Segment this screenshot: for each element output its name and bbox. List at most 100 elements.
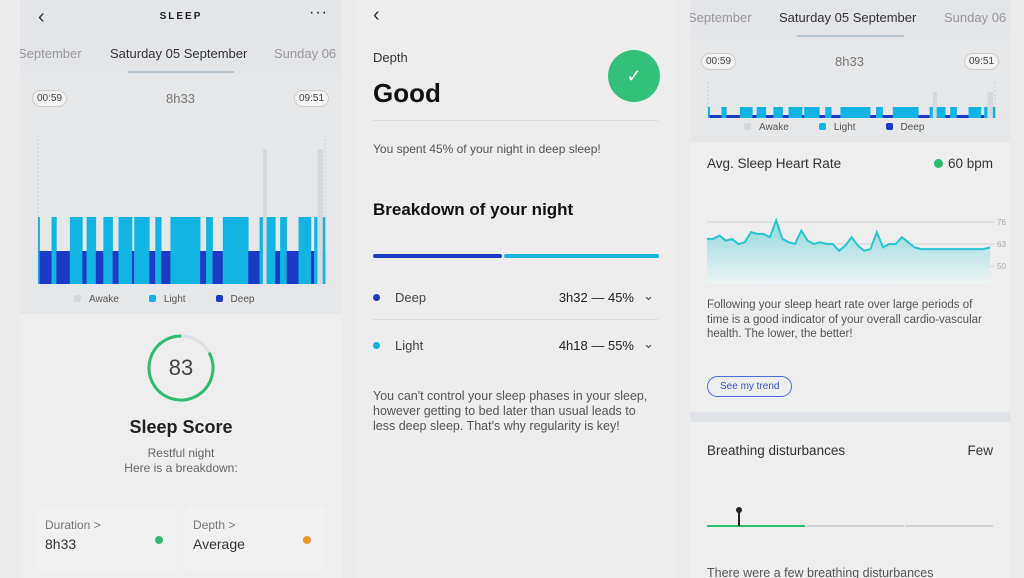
y-tick-label: 63 [997,240,1006,249]
stage-awake [932,92,937,118]
deep-row[interactable]: Deep 3h32 — 45% ⌄ [373,272,658,320]
stage-light [721,107,727,118]
stage-light [259,217,264,284]
stage-light [825,107,832,118]
page-title: SLEEP [159,11,203,22]
stage-light-base [892,115,919,118]
hypnogram-chart [37,139,326,284]
date-current[interactable]: Saturday 05 September [110,46,248,61]
stage-light-base [266,251,276,284]
stage-light-base [984,115,988,118]
heart-rate-chart: 76 63 50 [707,217,1006,284]
chevron-down-icon[interactable]: ⌄ [643,336,654,351]
stage-light-base [992,115,996,118]
legend-light: Light [148,294,186,305]
stage-deep [275,251,281,284]
score-value: 83 [168,355,194,380]
stage-light-base [929,115,934,118]
stage-deep [56,251,71,284]
score-line1: Restful night [147,446,215,460]
back-icon[interactable]: ‹ [373,4,380,26]
stage-light [984,107,988,118]
date-prev[interactable]: September [20,46,82,61]
breathing-marker [736,507,743,526]
stage-light [876,107,883,118]
divider [373,120,658,121]
depth-note: You can't control your sleep phases in y… [373,389,648,433]
hypnogram-card: 00:59 8h33 09:51 Awake Light Deep [20,74,342,314]
section-label: Depth [373,50,408,65]
stage-deep [212,251,224,284]
stage-awake [987,92,994,118]
stage-light [936,107,946,118]
stage-light [51,217,57,284]
hypnogram-card: 00:59 8h33 09:51 Awake Light Deep [690,38,1010,142]
stage-light-base [155,251,162,284]
breathing-scale-high [905,525,993,527]
stage-deep [945,115,951,118]
date-prev[interactable]: September [690,10,752,25]
row-name: Deep [395,290,427,305]
header: September Saturday 05 September Sunday 0… [690,0,1010,38]
date-next[interactable]: Sunday 06 [274,46,337,61]
status-dot [155,536,163,544]
stage-light-base [773,115,783,118]
hypnogram-chart [707,82,996,118]
back-icon[interactable]: ‹ [38,6,45,28]
breathing-scale-low [707,525,805,527]
breathing-value: Few [967,443,993,458]
more-icon[interactable]: ··· [309,4,328,21]
stage-light-base [86,251,97,284]
stage-light [280,217,287,284]
stage-light [708,107,710,118]
row-value: 3h32 — 45% [558,290,634,305]
date-current[interactable]: Saturday 05 September [779,10,917,25]
stage-light-base [206,251,213,284]
hr-line [707,217,991,253]
deep-dot [373,294,380,301]
card-value: Average [193,536,245,552]
stage-light-base [134,251,150,284]
legend-awake: Awake [74,294,119,305]
chevron-down-icon[interactable]: ⌄ [643,288,654,303]
breathing-text: There were a few breathing disturbances [707,566,934,578]
stage-light [804,107,820,118]
legend: Awake Light Deep [744,122,924,133]
stage-light [266,217,276,284]
stage-light [103,217,113,284]
light-bar [504,254,659,258]
depth-card[interactable]: Depth > Average [185,506,325,572]
stage-light-base [314,251,318,284]
stage-deep [870,115,877,118]
depth-rating: Good [373,78,441,108]
legend-awake: Awake [744,122,789,133]
stage-light [322,217,326,284]
stage-awake [317,149,324,284]
breathing-scale-mid [806,525,904,527]
stage-light-base [936,115,946,118]
stage-light [929,107,934,118]
card-label: Duration > [45,518,101,532]
stage-light-base [259,251,264,284]
date-next[interactable]: Sunday 06 [944,10,1007,25]
light-row[interactable]: Light 4h18 — 55% ⌄ [373,320,658,368]
stage-light-base [38,251,40,284]
hr-value: 60 bpm [947,156,993,171]
duration-label: 8h33 [166,91,195,106]
stage-light [992,107,996,118]
stage-light [788,107,803,118]
stage-light [38,217,40,284]
stage-deep [132,251,135,284]
hr-title: Avg. Sleep Heart Rate [707,156,842,171]
stage-light [840,107,871,118]
stage-light-base [788,115,803,118]
see-trend-button[interactable]: See my trend [707,376,793,397]
stage-deep [831,115,841,118]
row-name: Light [395,338,424,353]
stage-deep [726,115,741,118]
duration-card[interactable]: Duration > 8h33 [37,506,177,572]
stage-light [155,217,162,284]
stage-deep [802,115,805,118]
end-time: 09:51 [964,53,1000,70]
hr-value-wrap: 60 bpm [933,156,993,171]
